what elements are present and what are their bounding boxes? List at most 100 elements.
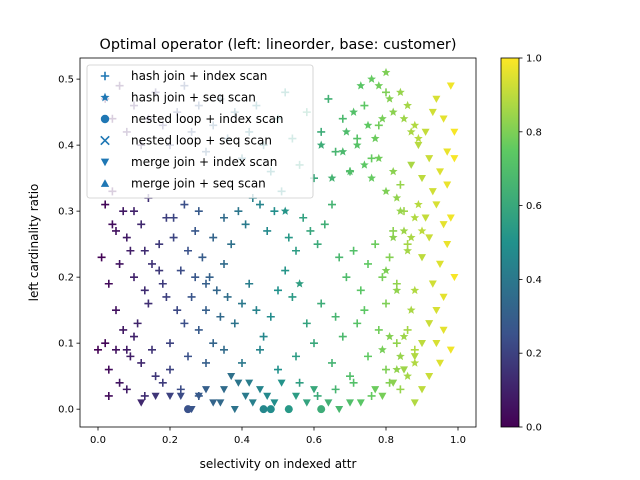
data-point-triangle-down-4-5 — [227, 372, 236, 381]
data-point-star-1-27 — [399, 226, 409, 235]
colorbar-tick-label-3: 0.6 — [526, 201, 542, 212]
legend-label-3: nested loop + seq scan — [131, 134, 272, 148]
colorbar-tick-label-4: 0.8 — [526, 127, 542, 138]
data-point-plus-0-22 — [191, 226, 200, 235]
data-point-triangle-down-4-36 — [443, 240, 452, 249]
data-point-star-1-29 — [406, 232, 416, 242]
data-point-plus-0-55 — [126, 246, 135, 255]
data-point-star-1-1 — [367, 74, 376, 83]
data-point-star-1-16 — [349, 107, 358, 116]
data-point-plus-0-23 — [198, 253, 207, 262]
data-point-plus-0-133 — [148, 345, 156, 354]
data-point-triangle-down-4-3 — [209, 399, 218, 407]
data-point-plus-0-31 — [151, 372, 160, 381]
data-point-star-1-31 — [414, 199, 423, 209]
data-point-triangle-down-4-27 — [432, 306, 441, 315]
data-point-plus-0-35 — [187, 292, 196, 301]
data-point-plus-0-157 — [313, 391, 322, 400]
data-point-triangle-down-4-6 — [234, 379, 243, 387]
data-point-triangle-down-4-55 — [407, 161, 416, 169]
data-point-star-1-44 — [392, 285, 402, 295]
data-point-triangle-down-4-23 — [400, 366, 408, 374]
y-tick-label-2: 0.2 — [58, 273, 74, 284]
data-point-plus-0-18 — [162, 213, 171, 222]
legend-label-1: hash join + seq scan — [131, 91, 256, 105]
data-point-plus-0-56 — [140, 246, 149, 255]
data-point-plus-0-15 — [140, 286, 149, 295]
data-point-plus-0-67 — [234, 207, 243, 216]
data-point-star-1-39 — [410, 358, 420, 367]
legend-frame — [86, 64, 314, 199]
x-axis: 0.0 0.2 0.4 0.6 0.8 1.0 — [90, 427, 466, 446]
data-point-triangle-down-4-40 — [425, 234, 434, 242]
data-point-plus-0-144 — [346, 372, 354, 381]
data-point-triangle-down-4-10 — [263, 392, 272, 400]
data-point-star-1-28 — [403, 246, 412, 255]
data-point-triangle-down-4-33 — [410, 399, 419, 407]
data-point-plus-0-40 — [223, 292, 232, 301]
data-point-plus-0-43 — [245, 279, 254, 288]
data-point-triangle-down-4-53 — [428, 108, 437, 117]
data-point-plus-0-149 — [410, 345, 419, 354]
data-point-star-1-36 — [396, 351, 405, 361]
data-point-star-1-9 — [406, 127, 416, 136]
data-point-plus-0-134 — [166, 365, 174, 374]
legend-marker-circle — [100, 114, 110, 124]
data-point-plus-0-156 — [295, 378, 304, 387]
data-points — [94, 67, 459, 414]
x-tick-label-1: 0.2 — [162, 435, 178, 446]
data-point-plus-0-151 — [122, 385, 131, 394]
data-point-plus-0-83 — [349, 246, 358, 255]
data-point-plus-0-164 — [317, 299, 326, 308]
legend-label-2: nested loop + index scan — [131, 112, 284, 126]
data-point-plus-0-42 — [238, 299, 246, 308]
data-point-plus-0-86 — [371, 240, 380, 249]
data-point-triangle-down-4-46 — [450, 128, 459, 136]
data-point-plus-0-34 — [180, 319, 189, 328]
data-point-plus-0-51 — [144, 299, 153, 308]
data-point-plus-0-154 — [176, 385, 185, 394]
data-point-star-1-2 — [374, 81, 384, 90]
data-point-plus-0-29 — [122, 345, 131, 354]
data-point-plus-0-26 — [220, 259, 228, 268]
data-point-plus-0-21 — [184, 246, 192, 255]
data-point-plus-0-138 — [238, 358, 246, 367]
data-point-plus-0-52 — [158, 279, 167, 288]
legend-label-4: merge join + index scan — [131, 155, 277, 169]
data-point-plus-0-27 — [104, 365, 113, 374]
data-point-plus-0-160 — [367, 391, 376, 400]
data-point-plus-0-4 — [104, 279, 113, 288]
data-point-plus-0-130 — [94, 345, 102, 354]
data-point-plus-0-59 — [169, 213, 178, 222]
data-point-plus-0-41 — [230, 319, 239, 328]
plot-frame — [79, 57, 477, 428]
data-point-plus-0-58 — [162, 292, 171, 301]
data-point-plus-0-80 — [328, 200, 336, 209]
data-point-plus-0-37 — [202, 306, 210, 315]
data-point-plus-0-3 — [97, 253, 106, 262]
data-point-triangle-down-4-21 — [378, 392, 387, 400]
data-point-plus-0-145 — [364, 352, 372, 361]
data-point-star-1-34 — [406, 305, 416, 314]
data-point-triangle-down-4-24 — [410, 353, 419, 361]
data-point-triangle-down-4-25 — [418, 339, 426, 348]
data-point-plus-0-44 — [252, 306, 261, 315]
data-point-plus-0-170 — [382, 299, 390, 308]
data-point-plus-0-68 — [241, 220, 250, 229]
data-point-plus-0-158 — [331, 385, 340, 394]
data-point-plus-0-121 — [324, 94, 333, 103]
data-point-star-1-42 — [388, 232, 398, 242]
x-tick-label-2: 0.4 — [234, 435, 250, 446]
data-point-plus-0-167 — [353, 319, 362, 328]
data-point-plus-0-16 — [148, 259, 156, 268]
data-point-triangle-down-4-37 — [450, 273, 459, 282]
colorbar-gradient — [500, 57, 520, 428]
data-point-plus-0-25 — [212, 286, 221, 295]
data-point-triangle-down-4-19 — [356, 399, 365, 407]
data-point-plus-0-140 — [274, 365, 282, 374]
data-point-plus-0-46 — [266, 312, 275, 321]
data-point-circle-2-3 — [284, 405, 293, 414]
chart-title: Optimal operator (left: lineorder, base:… — [100, 37, 457, 53]
data-point-plus-0-88 — [385, 253, 394, 262]
data-point-star-1-22 — [374, 153, 384, 163]
